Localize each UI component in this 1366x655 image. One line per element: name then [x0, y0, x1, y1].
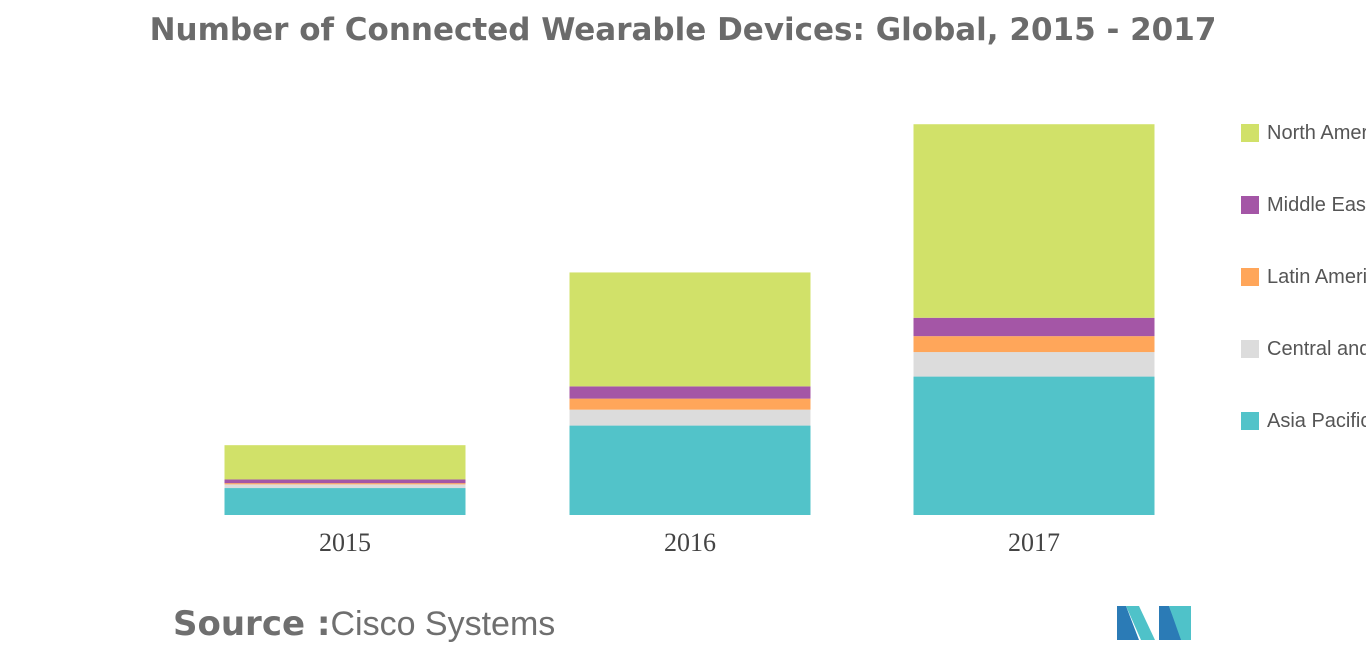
legend-label: Middle East and Africa	[1267, 193, 1366, 216]
bar-segment-2017-asia-pacific	[913, 376, 1155, 515]
legend-swatch	[1241, 196, 1259, 214]
bar-segment-2015-asia-pacific	[224, 488, 466, 515]
legend-item: Middle East and Africa	[1241, 191, 1366, 219]
bar-segment-2015-middle-east-and-africa	[224, 479, 466, 484]
x-tick-label: 2017	[1008, 528, 1060, 557]
bar-segment-2016-middle-east-and-africa	[569, 386, 811, 399]
bar-segment-2015-latin-america	[224, 483, 466, 485]
bar-segment-2016-north-america	[569, 272, 811, 387]
legend-swatch	[1241, 340, 1259, 358]
bar-segment-2016-latin-america	[569, 398, 811, 410]
legend-swatch	[1241, 124, 1259, 142]
legend-label: Central and Eastern Europe	[1267, 337, 1366, 360]
source-value: Cisco Systems	[330, 605, 556, 643]
bar-segment-2015-central-and-eastern-europe	[224, 484, 466, 489]
x-tick-label: 2016	[664, 528, 716, 557]
legend-swatch	[1241, 412, 1259, 430]
source-note: Source :Cisco Systems	[173, 604, 555, 644]
legend-label: Asia Pacific	[1267, 409, 1366, 432]
legend-item: North America	[1241, 119, 1366, 147]
bar-segment-2016-central-and-eastern-europe	[569, 409, 811, 426]
chart-legend: North America Middle East and Africa Latin…	[1241, 119, 1366, 479]
bar-segment-2015-north-america	[224, 445, 466, 480]
legend-label: Latin America	[1267, 265, 1366, 288]
bar-segment-2017-central-and-eastern-europe	[913, 352, 1155, 377]
mordor-intelligence-logo-icon	[1117, 606, 1191, 640]
x-tick-label: 2015	[319, 528, 371, 557]
legend-swatch	[1241, 268, 1259, 286]
bar-segment-2017-north-america	[913, 124, 1155, 318]
legend-item: Central and Eastern Europe	[1241, 335, 1366, 363]
bar-segment-2017-latin-america	[913, 336, 1155, 353]
legend-label: North America	[1267, 121, 1366, 144]
chart-title: Number of Connected Wearable Devices: Gl…	[149, 12, 1217, 48]
legend-item: Asia Pacific	[1241, 407, 1366, 435]
legend-item: Latin America	[1241, 263, 1366, 291]
bar-segment-2017-middle-east-and-africa	[913, 317, 1155, 337]
bar-segment-2016-asia-pacific	[569, 425, 811, 515]
source-label: Source :	[173, 604, 331, 644]
